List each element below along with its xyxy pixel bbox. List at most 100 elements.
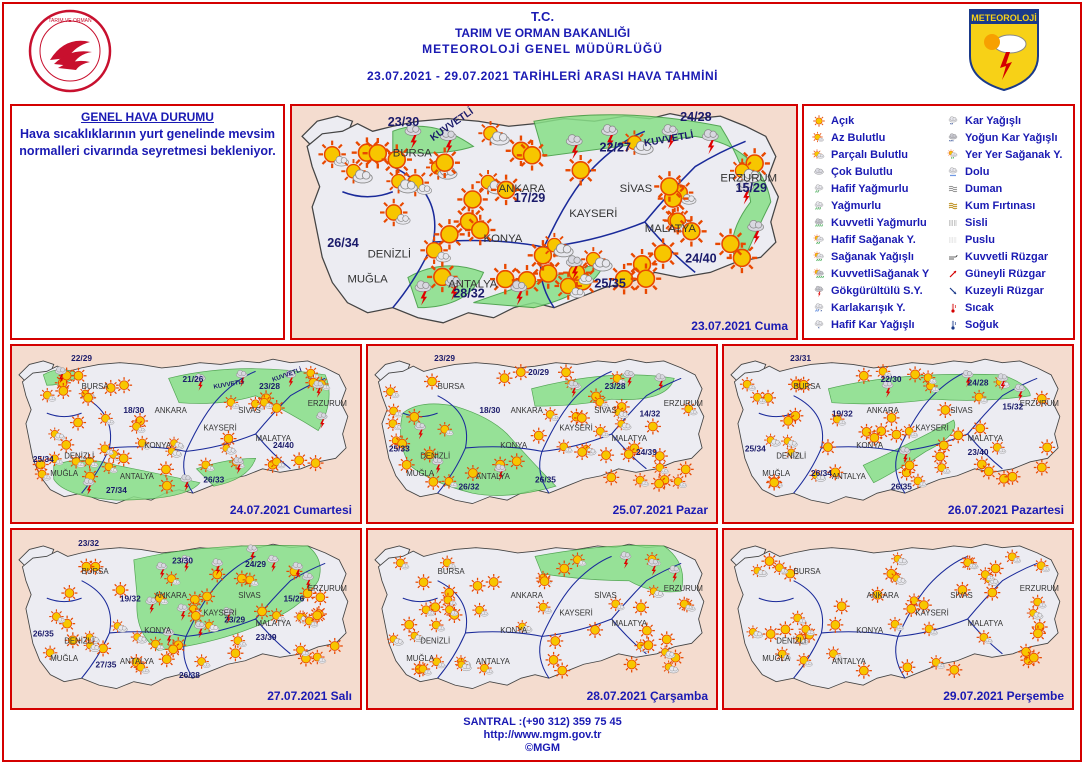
- sun-icon: [866, 429, 883, 446]
- light-shower-icon: [813, 234, 824, 244]
- sun-icon: [827, 616, 844, 633]
- legend-item: Puslu: [944, 231, 1062, 248]
- partly-cloudy-icon: [111, 619, 128, 633]
- city-name: MALATYA: [612, 619, 648, 628]
- partly-cloudy-icon: [455, 658, 472, 672]
- legend-item-label: Sisli: [965, 216, 988, 229]
- thunderstorm-icon: [654, 373, 667, 391]
- sun-icon: [64, 632, 81, 649]
- partly-cloudy-icon: [891, 552, 908, 566]
- legend-item-label: Hafif Kar Yağışlı: [831, 318, 915, 331]
- sun-icon: [1033, 459, 1050, 476]
- few-clouds-icon: [790, 610, 807, 626]
- temperature-label: 22/27: [599, 140, 631, 154]
- sun-icon: [855, 662, 872, 679]
- thunderstorm-icon: [82, 477, 95, 496]
- partly-cloudy-icon: [542, 232, 574, 258]
- city-name: KAYSERİ: [203, 424, 236, 433]
- partly-cloudy-icon: [293, 610, 311, 624]
- partly-cloudy-icon: [812, 148, 825, 159]
- few-clouds-icon: [380, 198, 411, 227]
- legend-item-label: Az Bulutlu: [831, 131, 886, 144]
- city-name: MUĞLA: [762, 654, 791, 663]
- sun-icon: [795, 376, 812, 393]
- city-name: BURSA: [438, 567, 466, 576]
- city-name: MUĞLA: [406, 469, 435, 478]
- sun-icon: [1039, 439, 1056, 456]
- few-clouds-icon: [556, 439, 573, 454]
- sun-icon: [915, 597, 932, 614]
- few-clouds-icon: [960, 555, 977, 570]
- general-weather-title: GENEL HAVA DURUMU: [81, 110, 214, 124]
- sun-icon: [116, 377, 133, 394]
- partly-cloudy-icon: [408, 629, 425, 643]
- heavy-rain-icon: [814, 217, 824, 227]
- legend-item: Az Bulutlu: [810, 129, 929, 146]
- partly-cloudy-icon: [614, 417, 632, 431]
- sun-icon: [326, 637, 343, 654]
- temperature-label: 24/40: [685, 251, 717, 265]
- header-date-range: 23.07.2021 - 29.07.2021 TARİHLERİ ARASI …: [367, 69, 718, 83]
- partly-cloudy-icon: [781, 434, 798, 448]
- temperature-label: 18/30: [123, 405, 144, 415]
- sun-icon: [1018, 643, 1035, 660]
- city-name: BURSA: [794, 382, 822, 391]
- sun-icon: [883, 409, 900, 426]
- footer-url[interactable]: http://www.mgm.gov.tr: [483, 729, 602, 741]
- city-name: KAYSERİ: [569, 207, 617, 220]
- sun-icon: [309, 607, 326, 624]
- temperature-label: 23/29: [434, 353, 455, 363]
- city-name: DENİZLİ: [368, 247, 411, 260]
- city-name: ERZURUM: [1020, 584, 1059, 593]
- rain-icon: [814, 200, 824, 210]
- legend-item-label: Sağanak Yağışlı: [831, 250, 914, 263]
- thunderstorm-icon: [747, 219, 764, 245]
- sun-icon: [158, 651, 175, 668]
- few-clouds-icon: [990, 440, 1007, 455]
- city-name: MALATYA: [645, 223, 697, 235]
- sun-icon: [547, 632, 564, 649]
- heavy-shower-icon: [813, 268, 824, 278]
- city-name: DENİZLİ: [64, 451, 94, 460]
- sun-icon: [1029, 625, 1046, 642]
- legend-item: * Karlakarışık Y.: [810, 299, 929, 316]
- few-clouds-icon: [971, 389, 988, 405]
- temperature-label: 22/29: [71, 353, 92, 363]
- temperature-label: 23/28: [605, 381, 626, 391]
- partly-cloudy-icon: [130, 630, 148, 644]
- few-clouds-icon: [393, 555, 410, 571]
- temperature-label: 24/39: [636, 447, 657, 457]
- city-name: ERZURUM: [1020, 399, 1059, 408]
- thunderstorm-icon: [162, 628, 175, 646]
- city-name: KONYA: [500, 626, 528, 635]
- few-clouds-icon: [385, 416, 402, 431]
- legend-item: Yer Yer Sağanak Y.: [944, 146, 1062, 163]
- sun-icon: [901, 457, 918, 474]
- sun-icon: [254, 603, 271, 620]
- legend-panel: Açık Az Bulutlu Parçalı Bulutlu Çok Bulutlu…: [802, 104, 1075, 340]
- few-clouds-icon: [82, 453, 99, 469]
- city-name: KONYA: [500, 441, 528, 450]
- partly-cloudy-icon: [658, 645, 676, 659]
- partly-cloudy-icon: [48, 427, 65, 441]
- few-clouds-icon: [437, 422, 454, 437]
- sun-icon: [780, 412, 797, 429]
- storm-zone: [407, 265, 485, 309]
- legend-item-label: Hafif Sağanak Y.: [831, 233, 916, 246]
- sun-icon: [464, 465, 481, 482]
- thunderstorm-icon: [176, 603, 189, 621]
- temperature-label: 19/32: [120, 594, 141, 604]
- legend-item-label: Gökgürültülü S.Y.: [831, 284, 923, 297]
- partly-cloudy-icon: [647, 584, 664, 598]
- city-name: KAYSERİ: [203, 609, 236, 618]
- sandstorm-icon: [948, 202, 958, 209]
- sun-icon: [434, 219, 465, 250]
- few-clouds-icon: [302, 613, 319, 629]
- sun-icon: [777, 621, 794, 638]
- few-clouds-icon: [293, 642, 310, 658]
- thunderstorm-icon: [619, 551, 632, 569]
- city-name: SİVAS: [594, 591, 616, 600]
- city-name: MUĞLA: [50, 654, 79, 663]
- legend-item-label: Yoğun Kar Yağışlı: [965, 131, 1058, 144]
- thunderstorm-icon: [211, 558, 224, 576]
